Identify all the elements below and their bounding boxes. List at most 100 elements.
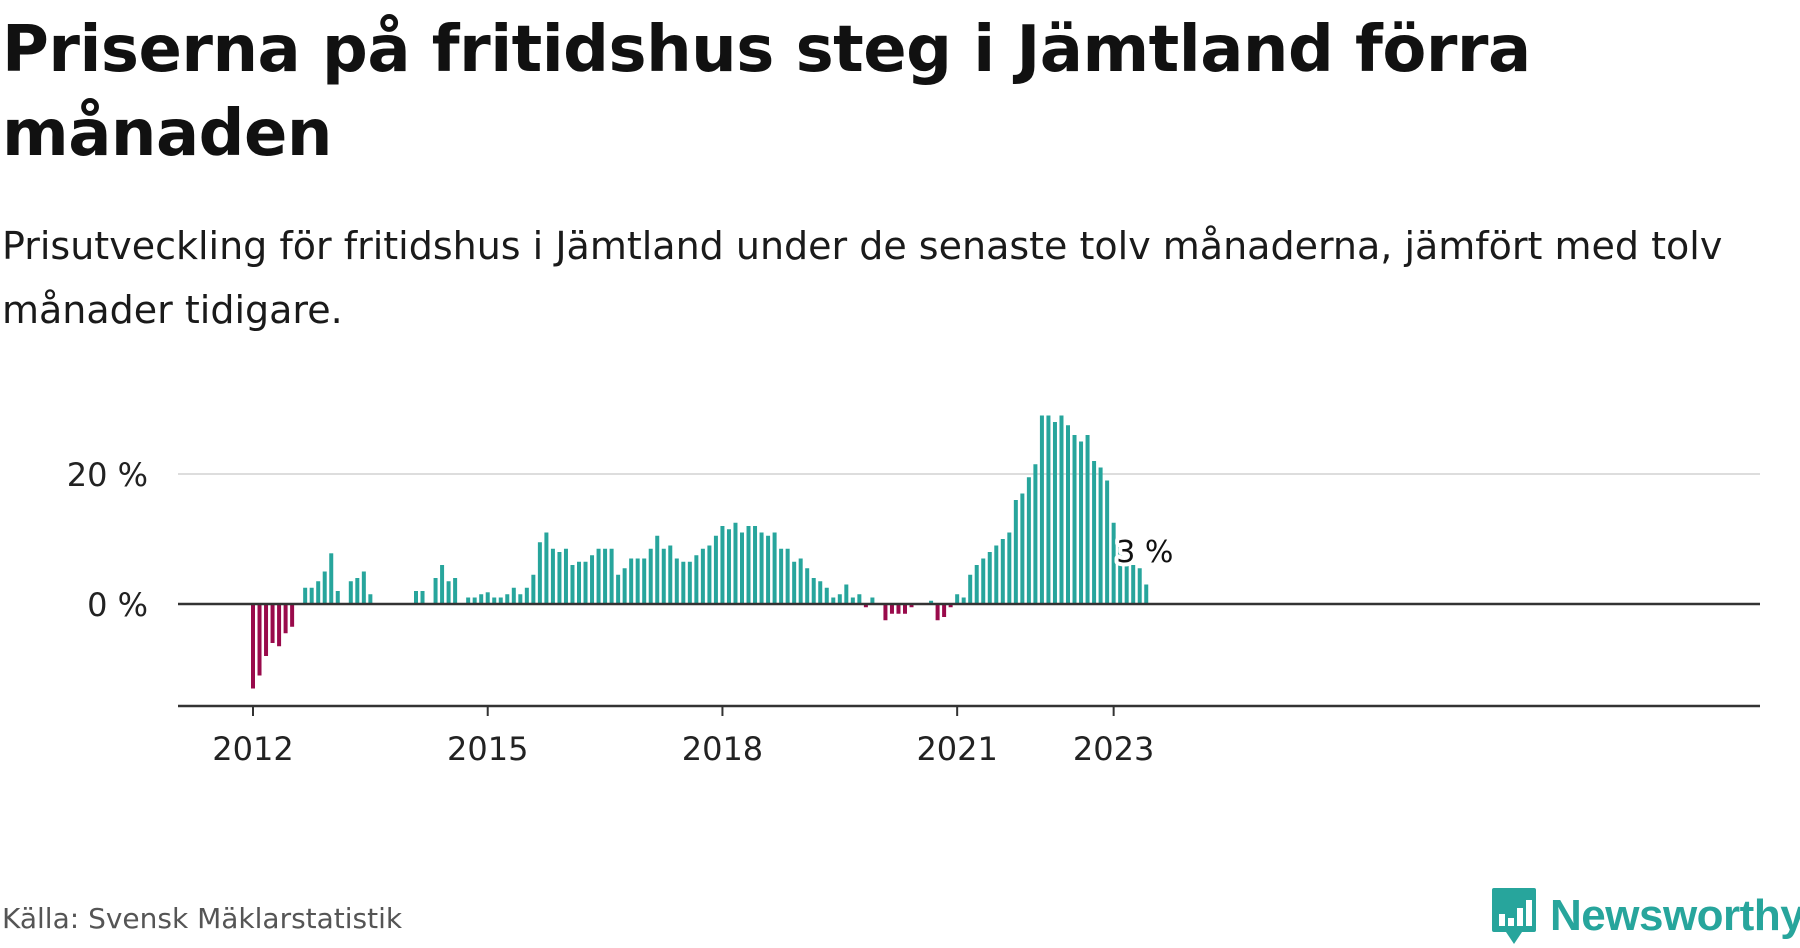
bar	[583, 561, 588, 604]
bar	[792, 561, 797, 604]
bar	[524, 587, 529, 604]
chart-title: Priserna på fritidshus steg i Jämtland f…	[2, 13, 1531, 171]
bar	[1000, 539, 1005, 604]
bar	[466, 597, 471, 604]
bar	[335, 591, 340, 604]
y-axis-ticks: 0 % 20 %	[67, 456, 148, 624]
bar	[1131, 565, 1136, 604]
bar	[850, 597, 855, 604]
bar	[655, 535, 660, 604]
bar	[1013, 500, 1018, 604]
bar	[531, 574, 536, 604]
bar	[557, 552, 562, 604]
bar	[518, 594, 523, 604]
bar	[570, 565, 575, 604]
bar	[987, 552, 992, 604]
brand-logo: Newsworthy	[1490, 884, 1800, 948]
bar	[537, 542, 542, 604]
bar	[798, 558, 803, 604]
bar	[935, 604, 940, 621]
bar	[889, 604, 894, 614]
x-tick-label: 2015	[447, 730, 528, 768]
bar	[563, 548, 568, 604]
bar-chart: 0 % 20 % 2012 2015 2018 2021 2023 3 %	[67, 415, 1760, 768]
bar	[824, 587, 829, 604]
bar	[1066, 425, 1070, 604]
bar	[974, 565, 979, 604]
bar	[668, 545, 673, 604]
bar	[440, 565, 445, 604]
bar	[277, 604, 282, 647]
bar	[1072, 435, 1077, 604]
y-tick-label: 0 %	[87, 586, 148, 624]
bar	[896, 604, 901, 614]
bar	[348, 581, 353, 604]
bar	[1039, 415, 1044, 604]
bar	[805, 568, 810, 604]
bar	[270, 604, 275, 643]
bar	[1098, 467, 1103, 604]
x-axis-ticks: 2012 2015 2018 2021 2023	[212, 706, 1154, 768]
bar	[355, 578, 360, 604]
bar	[733, 522, 738, 604]
bar	[290, 604, 295, 627]
brand-name: Newsworthy	[1550, 891, 1800, 940]
bar	[707, 545, 712, 604]
bar	[616, 574, 621, 604]
bar	[720, 526, 725, 604]
bar	[283, 604, 288, 634]
chart-subtitle: Prisutveckling för fritidshus i Jämtland…	[2, 224, 1723, 332]
bar	[909, 604, 914, 608]
bar	[642, 558, 647, 604]
bar	[251, 604, 255, 689]
bar	[505, 594, 510, 604]
bar	[1085, 435, 1090, 604]
bar	[961, 597, 966, 604]
x-tick-label: 2012	[212, 730, 293, 768]
bar	[994, 545, 999, 604]
x-tick-label: 2023	[1073, 730, 1154, 768]
bar	[687, 561, 692, 604]
last-value-annotation: 3 %	[1116, 535, 1173, 570]
bar	[453, 578, 458, 604]
bar	[863, 604, 868, 608]
bar	[968, 574, 973, 604]
source-note: Källa: Svensk Mäklarstatistik	[2, 902, 403, 935]
bar	[603, 548, 608, 604]
bar	[257, 604, 262, 676]
bar	[948, 604, 953, 608]
newsworthy-logo-icon	[1492, 888, 1536, 944]
bar	[1007, 532, 1012, 604]
bar	[844, 584, 849, 604]
bar	[785, 548, 790, 604]
bar	[831, 597, 836, 604]
bar	[479, 594, 484, 604]
bar	[1105, 480, 1110, 604]
bar	[1059, 415, 1064, 604]
bar	[883, 604, 888, 621]
bar	[1111, 522, 1116, 604]
bar	[1137, 568, 1142, 604]
bar	[1020, 493, 1025, 604]
bar	[1079, 441, 1084, 604]
x-tick-label: 2018	[682, 730, 763, 768]
bar	[1124, 565, 1129, 604]
bar	[1033, 464, 1038, 604]
bar	[544, 532, 549, 604]
y-tick-label: 20 %	[67, 456, 148, 494]
bar	[857, 594, 862, 604]
bar	[433, 578, 438, 604]
bar	[648, 548, 653, 604]
bar	[779, 548, 784, 604]
bar	[577, 561, 581, 604]
bar	[700, 548, 705, 604]
bar	[766, 535, 771, 604]
bar	[596, 548, 601, 604]
bar	[713, 535, 718, 604]
bar	[981, 558, 986, 604]
bar	[511, 587, 516, 604]
x-tick-label: 2021	[916, 730, 997, 768]
bar	[361, 571, 366, 604]
bar	[942, 604, 947, 617]
bar	[837, 594, 842, 604]
